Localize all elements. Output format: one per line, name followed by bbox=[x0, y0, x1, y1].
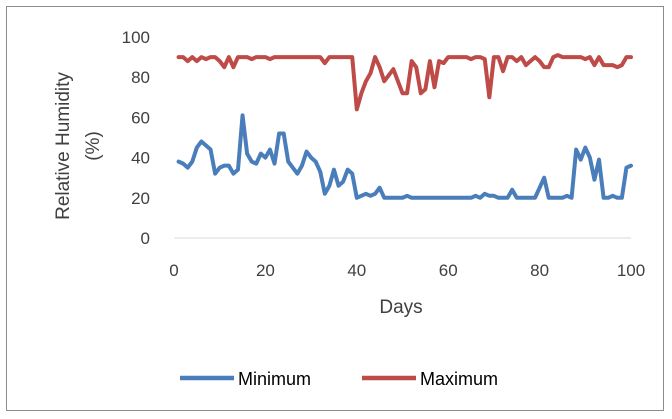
x-tick-label: 0 bbox=[169, 261, 178, 280]
y-tick-label: 40 bbox=[131, 149, 150, 168]
series-line-maximum bbox=[176, 53, 633, 112]
x-tick-label: 20 bbox=[256, 261, 275, 280]
x-tick-label: 40 bbox=[347, 261, 366, 280]
x-tick-label: 80 bbox=[530, 261, 549, 280]
y-tick-label: 60 bbox=[131, 108, 150, 127]
y-axis-ticks: 0 20 40 60 80 100 bbox=[122, 28, 150, 248]
x-axis-title: Days bbox=[379, 297, 422, 318]
chart-frame bbox=[6, 6, 664, 411]
y-tick-label: 100 bbox=[122, 28, 150, 47]
series-line-minimum bbox=[176, 113, 633, 200]
legend: Minimum Maximum bbox=[180, 369, 498, 389]
legend-label-maximum: Maximum bbox=[420, 369, 498, 389]
legend-label-minimum: Minimum bbox=[238, 369, 311, 389]
y-axis-title-line2: (%) bbox=[83, 131, 104, 161]
y-tick-label: 20 bbox=[131, 189, 150, 208]
x-tick-label: 100 bbox=[617, 261, 645, 280]
series-lines bbox=[176, 53, 633, 200]
x-tick-label: 60 bbox=[439, 261, 458, 280]
y-axis-title-line1: Relative Humidity bbox=[53, 72, 74, 220]
x-axis-ticks: 0 20 40 60 80 100 bbox=[169, 261, 645, 280]
y-tick-label: 0 bbox=[141, 229, 150, 248]
y-tick-label: 80 bbox=[131, 68, 150, 87]
